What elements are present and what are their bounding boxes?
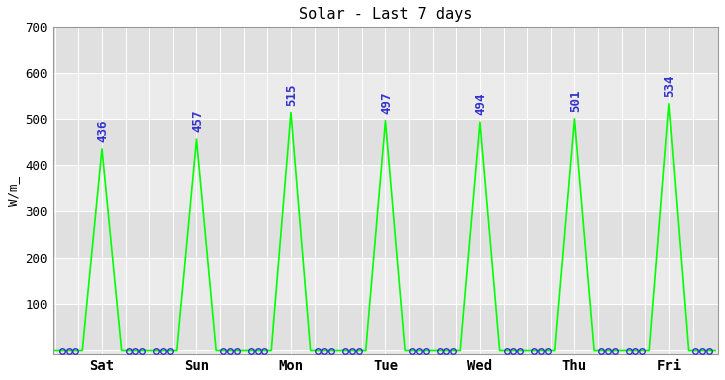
Bar	[53, 211, 718, 258]
Bar	[53, 73, 718, 119]
Text: 436: 436	[96, 119, 109, 142]
Text: 494: 494	[474, 93, 487, 115]
Y-axis label: W/m_: W/m_	[7, 176, 20, 206]
Bar	[53, 304, 718, 350]
Bar	[53, 27, 718, 73]
Bar	[53, 258, 718, 304]
Text: 497: 497	[380, 91, 393, 114]
Title: Solar - Last 7 days: Solar - Last 7 days	[299, 7, 472, 22]
Text: 515: 515	[286, 83, 299, 106]
Bar	[53, 165, 718, 211]
Text: 457: 457	[191, 110, 204, 132]
Text: 534: 534	[663, 74, 676, 97]
Text: 501: 501	[569, 90, 582, 112]
Bar	[53, 119, 718, 165]
